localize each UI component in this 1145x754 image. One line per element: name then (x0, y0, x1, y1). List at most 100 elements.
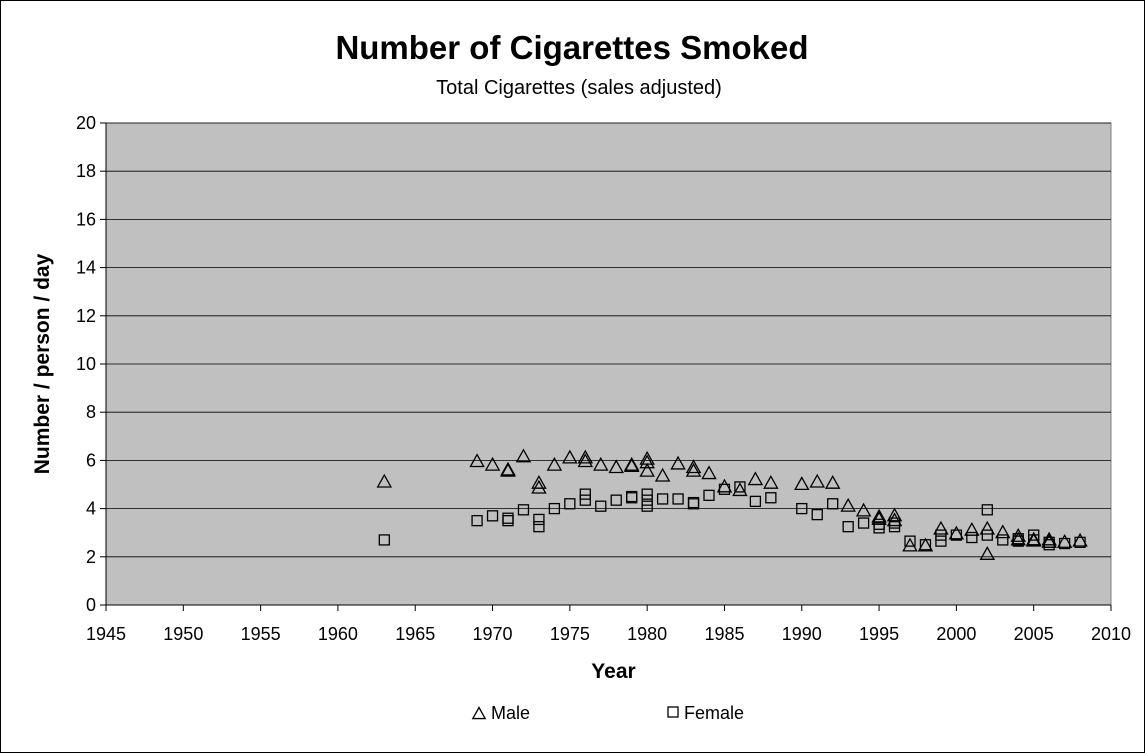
male-point (531, 479, 547, 494)
female-point (842, 521, 854, 533)
chart-title: Number of Cigarettes Smoked (335, 29, 808, 66)
male-point (639, 454, 655, 469)
female-point (718, 483, 731, 495)
male-point (608, 459, 624, 474)
male-point (809, 473, 825, 488)
y-axis-label: Number / person / day (31, 253, 54, 474)
male-point (623, 456, 640, 471)
female-point (765, 492, 777, 504)
male-point (1056, 534, 1073, 548)
male-point (1010, 527, 1026, 542)
female-point (966, 531, 978, 544)
male-point (593, 456, 609, 471)
male-point (948, 525, 965, 540)
male-point (376, 473, 393, 488)
male-point (685, 459, 702, 474)
y-axis-ticks: 0 2 4 6 8 10 12 14 16 18 20 (76, 113, 106, 615)
female-point (595, 500, 607, 512)
legend-marker-female (667, 706, 679, 718)
legend-marker-male (471, 706, 487, 720)
female-point (1012, 535, 1024, 547)
female-point (997, 534, 1009, 546)
male-point (562, 449, 578, 464)
female-point (533, 513, 545, 526)
male-point (639, 462, 655, 477)
female-point (1043, 539, 1055, 551)
female-point (1058, 537, 1071, 550)
male-point (577, 453, 594, 468)
male-point (840, 497, 856, 512)
female-point (502, 515, 514, 527)
male-point (824, 474, 841, 489)
male-point (979, 546, 996, 560)
male-point (685, 462, 702, 477)
male-point (747, 471, 764, 486)
x-tick-label: 1965 (395, 624, 435, 644)
male-point (979, 520, 996, 535)
legend: Male Female (471, 703, 744, 723)
female-point (703, 489, 715, 501)
female-point (610, 494, 622, 506)
male-point (484, 456, 501, 471)
male-point (515, 448, 532, 463)
male-point (577, 449, 594, 464)
male-point (917, 537, 934, 552)
series-female (378, 481, 1086, 551)
x-tick-label: 1955 (241, 624, 281, 644)
x-tick-label: 2010 (1091, 624, 1131, 644)
male-point (469, 453, 485, 468)
data-points (376, 448, 1088, 560)
y-tick-label: 14 (76, 258, 96, 278)
male-point (995, 524, 1011, 539)
x-tick-label: 1985 (704, 624, 744, 644)
female-point (626, 492, 638, 504)
female-point (579, 494, 591, 506)
female-point (672, 493, 684, 505)
female-point (641, 500, 653, 512)
male-point (716, 478, 733, 493)
female-point (749, 495, 762, 508)
female-point (378, 534, 390, 546)
male-point (701, 465, 717, 480)
female-point (811, 508, 823, 521)
female-point (641, 494, 653, 506)
female-point (548, 502, 561, 515)
female-point (471, 515, 483, 527)
gridlines (106, 122, 1111, 558)
legend-label-male: Male (491, 703, 530, 723)
male-point (794, 476, 810, 491)
x-tick-label: 1995 (859, 624, 899, 644)
female-point (827, 498, 839, 510)
male-point (855, 502, 872, 517)
y-tick-label: 10 (76, 354, 96, 374)
female-point (656, 493, 669, 505)
female-point (981, 504, 993, 516)
male-point (902, 537, 918, 552)
female-point (734, 481, 746, 493)
male-point (886, 507, 903, 522)
female-point (1074, 536, 1086, 548)
chart-subtitle: Total Cigarettes (sales adjusted) (436, 77, 722, 99)
y-tick-label: 0 (86, 595, 96, 615)
female-point (796, 502, 808, 515)
y-tick-label: 20 (76, 113, 96, 133)
female-point (904, 535, 916, 547)
x-tick-label: 2005 (1014, 624, 1054, 644)
male-point (546, 456, 563, 471)
female-point (857, 517, 870, 529)
male-point (886, 512, 903, 527)
y-tick-label: 6 (86, 450, 96, 470)
female-point (950, 529, 963, 541)
male-point (964, 521, 980, 536)
female-point (1028, 534, 1040, 546)
male-point (500, 462, 516, 477)
x-axis-label: Year (591, 660, 635, 683)
male-point (1072, 532, 1088, 547)
female-point (687, 498, 700, 510)
y-tick-label: 18 (76, 161, 96, 181)
x-tick-label: 1950 (163, 624, 203, 644)
x-axis-ticks: 1945 1950 1955 1960 1965 1970 1975 1980 1985 1990… (86, 605, 1131, 644)
male-point (670, 455, 686, 470)
male-point (871, 511, 887, 525)
